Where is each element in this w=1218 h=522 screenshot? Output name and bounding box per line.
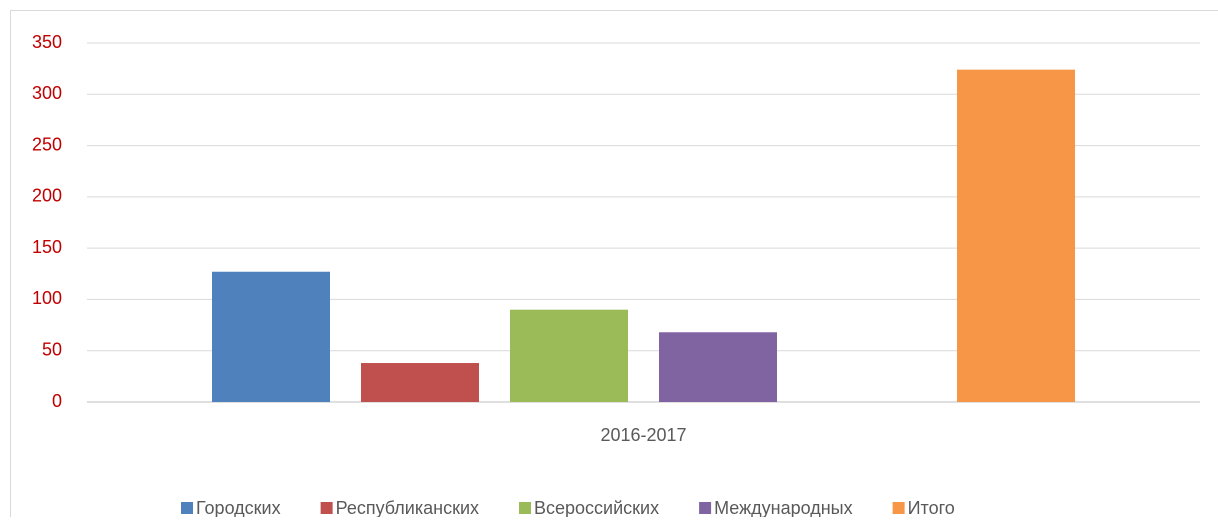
bar [659,332,777,402]
legend-swatch [893,502,905,514]
y-tick-label: 150 [32,237,62,257]
y-tick-label: 350 [32,32,62,52]
y-tick-label: 250 [32,134,62,154]
y-tick-label: 200 [32,186,62,206]
bar [361,363,479,402]
bar [957,70,1075,402]
legend-label: Республиканских [336,498,479,517]
y-tick-label: 100 [32,288,62,308]
legend-swatch [519,502,531,514]
bar [510,310,628,402]
legend-label: Международных [714,498,853,517]
bar [212,272,330,402]
legend-label: Городских [196,498,281,517]
x-tick-label: 2016-2017 [600,425,686,445]
y-tick-label: 50 [42,339,62,359]
legend-swatch [181,502,193,514]
legend-label: Всероссийских [534,498,659,517]
y-tick-label: 0 [52,391,62,411]
legend-swatch [321,502,333,514]
y-tick-label: 300 [32,83,62,103]
legend-swatch [699,502,711,514]
legend-label: Итого [908,498,955,517]
